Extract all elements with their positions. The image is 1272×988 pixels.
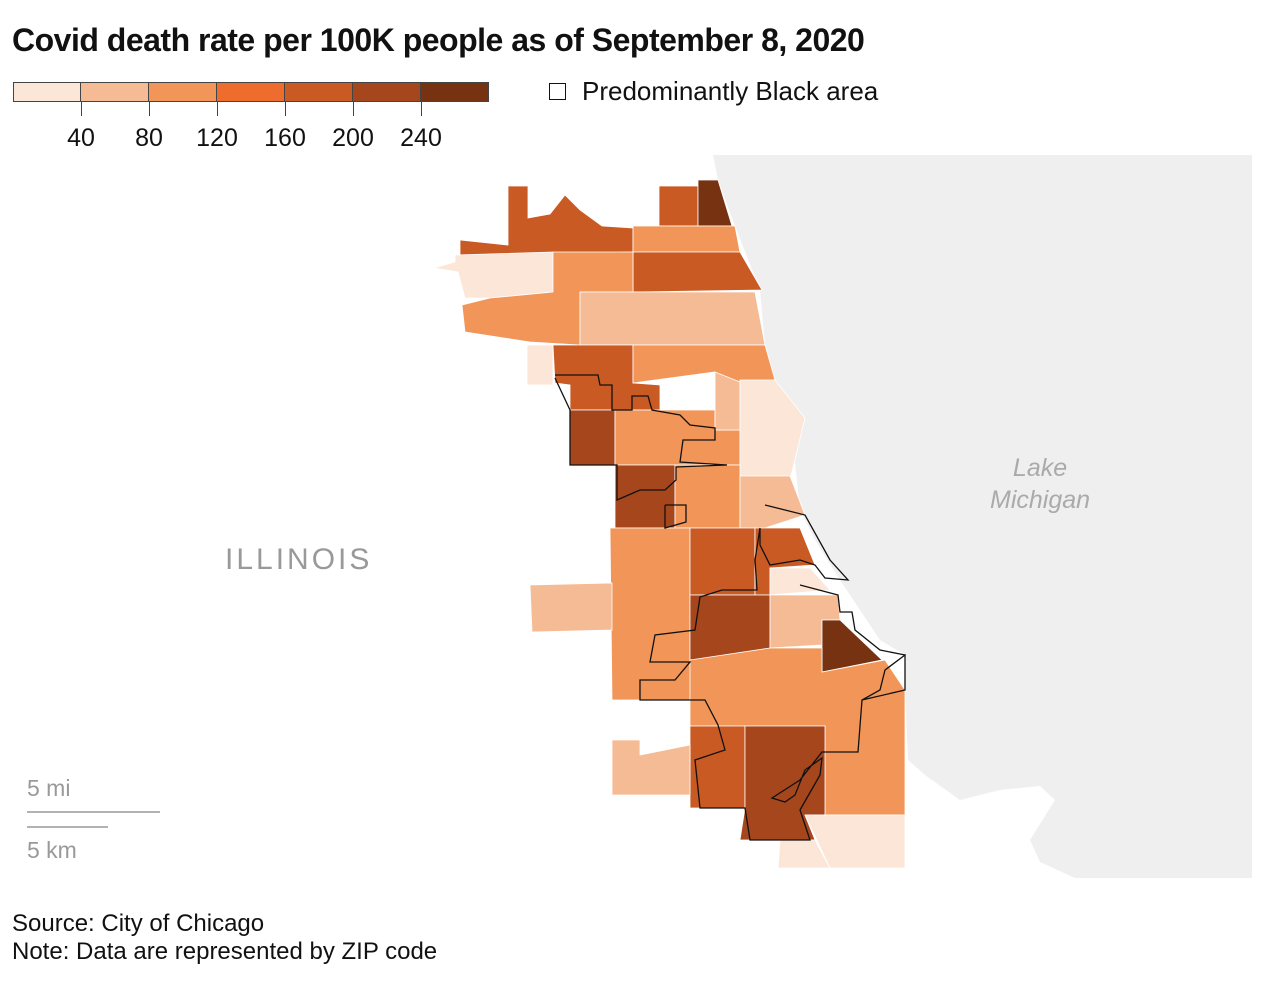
zip-region xyxy=(804,814,906,869)
legend-tick-label: 240 xyxy=(400,124,442,152)
black-area-outlines xyxy=(554,374,906,841)
zip-region xyxy=(714,371,741,431)
black-area-legend: Predominantly Black area xyxy=(549,76,878,107)
zip-region xyxy=(658,185,699,227)
legend-tick xyxy=(353,102,354,116)
legend-tick-label: 40 xyxy=(67,124,95,152)
legend-swatch xyxy=(421,82,489,102)
legend-tick-label: 160 xyxy=(264,124,306,152)
scale-km-label: 5 km xyxy=(27,837,77,863)
chart-title: Covid death rate per 100K people as of S… xyxy=(12,22,865,58)
legend-tick xyxy=(149,102,150,116)
zip-region xyxy=(689,527,756,596)
south-side-outline xyxy=(639,504,906,841)
zip-regions xyxy=(433,179,906,869)
southeast-outline xyxy=(799,584,906,656)
zip-region xyxy=(526,344,554,386)
lake-label-line1: Lake xyxy=(1012,454,1068,482)
legend-swatch xyxy=(217,82,285,102)
lake-label: Lake Michigan xyxy=(990,452,1090,516)
zip-region xyxy=(739,475,806,529)
black-area-label: Predominantly Black area xyxy=(582,76,879,106)
state-label: ILLINOIS xyxy=(225,543,373,576)
legend-tick xyxy=(217,102,218,116)
scale-mi-label: 5 mi xyxy=(27,775,71,801)
lake-michigan xyxy=(713,155,1252,878)
zip-region xyxy=(579,291,766,346)
legend-swatch xyxy=(353,82,421,102)
zip-region xyxy=(529,582,613,633)
zip-region xyxy=(674,464,741,529)
legend-tick-label: 200 xyxy=(332,124,374,152)
legend-tick xyxy=(285,102,286,116)
zip-region xyxy=(611,739,691,796)
legend-tick xyxy=(81,102,82,116)
zip-region xyxy=(739,379,806,481)
zip-region xyxy=(632,225,741,253)
legend-tick-label: 120 xyxy=(196,124,238,152)
legend-tick xyxy=(421,102,422,116)
legend-swatch xyxy=(285,82,353,102)
legend-tick-label: 80 xyxy=(135,124,163,152)
west-side-outline xyxy=(554,374,728,501)
zip-region xyxy=(569,409,616,466)
zip-region xyxy=(632,251,763,293)
legend-swatch xyxy=(149,82,217,102)
legend-swatch xyxy=(81,82,149,102)
source-note: Source: City of Chicago xyxy=(12,910,265,937)
zip-region xyxy=(769,567,831,596)
data-note: Note: Data are represented by ZIP code xyxy=(12,938,438,965)
zip-region xyxy=(739,725,826,841)
zip-region xyxy=(459,185,634,257)
zip-region xyxy=(461,251,634,346)
zip-region xyxy=(433,251,554,299)
outline-swatch xyxy=(549,83,566,100)
legend-swatch xyxy=(13,82,81,102)
west-pocket-outline xyxy=(664,504,687,529)
lake-label-line2: Michigan xyxy=(990,486,1091,514)
